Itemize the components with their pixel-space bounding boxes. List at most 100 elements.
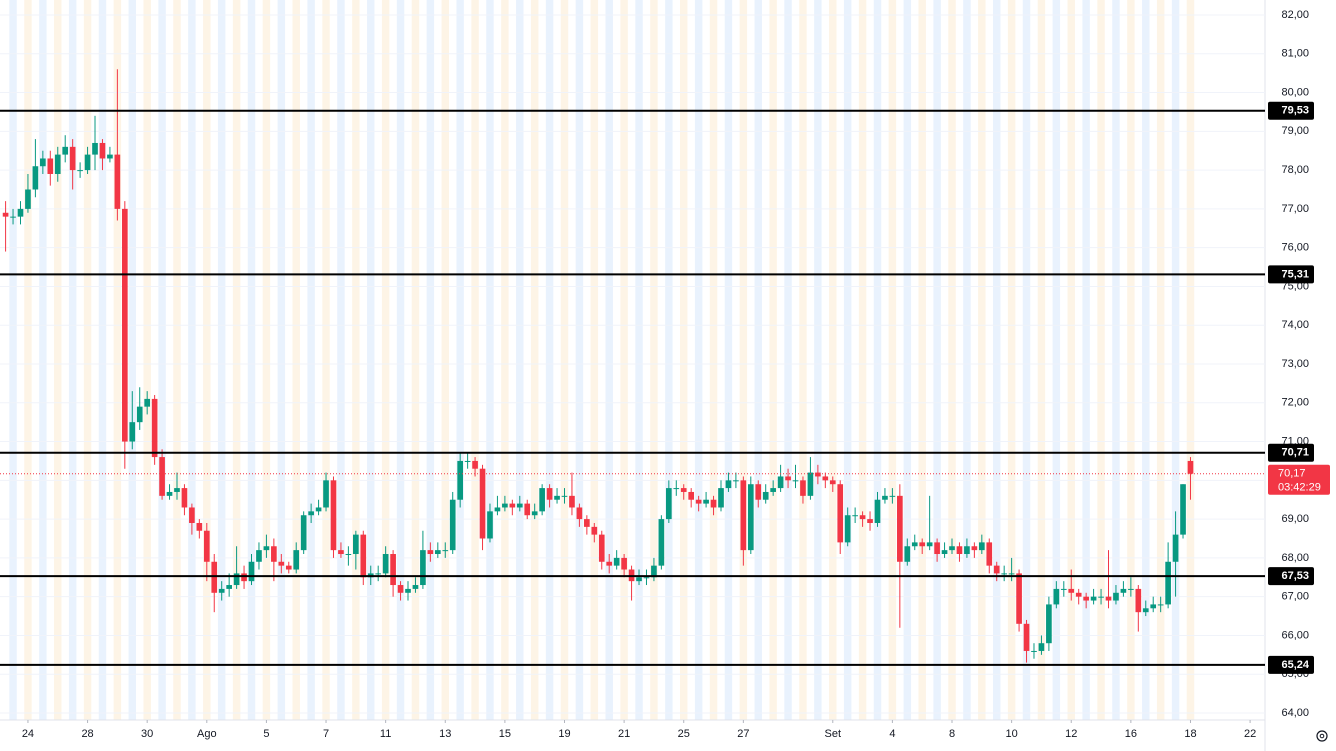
session-stripe: [933, 0, 941, 720]
candle-body: [412, 585, 419, 589]
candle-body: [1157, 604, 1164, 606]
candle-body: [1105, 596, 1112, 601]
candle-body: [203, 530, 210, 562]
candle-body: [181, 488, 188, 508]
candle-body: [323, 480, 329, 508]
y-tick-label: 79,00: [1281, 125, 1309, 137]
y-tick-label: 66,00: [1281, 629, 1309, 641]
session-stripe: [829, 0, 837, 720]
session-stripe: [68, 0, 77, 720]
level-label-box: [1268, 567, 1314, 586]
candle-body: [733, 480, 739, 482]
candle-body: [591, 526, 598, 535]
session-stripe: [128, 0, 137, 720]
session-stripe: [709, 0, 718, 720]
y-tick-label: 78,00: [1281, 164, 1309, 176]
candle-body: [136, 406, 143, 423]
session-stripe: [232, 0, 241, 720]
session-stripe: [948, 0, 956, 720]
session-stripe: [9, 0, 17, 720]
candle-body: [151, 398, 158, 458]
candle-body: [904, 546, 911, 562]
candle-body: [1016, 573, 1022, 624]
candle-body: [546, 488, 553, 500]
y-tick-label: 81,00: [1281, 48, 1309, 60]
candle-body: [271, 546, 277, 562]
candle-body: [1128, 588, 1134, 590]
session-stripe: [203, 0, 211, 720]
candle-body: [449, 499, 456, 551]
level-label: 70,71: [1281, 447, 1309, 459]
settings-gear[interactable]: [1316, 730, 1328, 742]
session-stripe: [456, 0, 464, 720]
session-stripe: [173, 0, 181, 720]
candle-body: [1172, 534, 1179, 562]
candle-body: [330, 480, 337, 551]
candle-body: [971, 546, 978, 551]
candle-body: [986, 542, 993, 566]
candle-body: [189, 507, 195, 523]
candle-body: [919, 542, 926, 547]
session-stripe: [501, 0, 509, 720]
x-tick-label: 13: [439, 728, 451, 740]
candle-body: [822, 476, 829, 481]
session-stripe: [367, 0, 375, 720]
candle-body: [77, 170, 83, 172]
candle-body: [569, 495, 575, 508]
candle-body: [25, 189, 31, 209]
candle-body: [815, 472, 821, 477]
candle-body: [472, 460, 478, 469]
session-stripe: [24, 0, 32, 720]
candle-body: [710, 499, 717, 508]
candle-body: [785, 476, 791, 481]
session-stripe: [605, 0, 613, 720]
candle-body: [636, 577, 642, 582]
settings-icon[interactable]: [1316, 730, 1328, 742]
candle-body: [1180, 484, 1186, 535]
x-tick-label: 10: [1006, 728, 1018, 740]
candle-body: [1060, 588, 1067, 590]
session-stripe: [843, 0, 852, 720]
x-tick-label: 7: [323, 728, 329, 740]
session-stripe: [1127, 0, 1135, 720]
level-label: 65,24: [1281, 659, 1309, 671]
session-stripe: [799, 0, 807, 720]
session-stripe: [963, 0, 971, 720]
session-stripe: [1156, 0, 1165, 720]
candle-body: [285, 565, 292, 570]
candle-body: [665, 488, 672, 520]
candle-body: [293, 550, 300, 570]
candle-body: [263, 546, 270, 551]
x-tick-label: 25: [678, 728, 690, 740]
candle-body: [621, 557, 627, 570]
candle-body: [353, 534, 359, 555]
candle-body: [643, 577, 650, 579]
candle-body: [598, 534, 605, 562]
candle-body: [837, 484, 844, 543]
x-tick-label: 15: [499, 728, 511, 740]
session-stripe: [307, 0, 315, 720]
x-tick-label: 16: [1125, 728, 1137, 740]
candle-body: [680, 488, 687, 492]
x-tick-label: 11: [380, 728, 391, 740]
candle-body: [256, 550, 262, 562]
x-tick-label: 22: [1244, 728, 1256, 740]
session-stripe: [337, 0, 345, 720]
session-stripe: [665, 0, 673, 720]
session-stripe: [516, 0, 524, 720]
candle-body: [688, 491, 695, 500]
session-stripe: [530, 0, 539, 720]
session-stripe: [1097, 0, 1105, 720]
candle-body: [1008, 573, 1015, 575]
candle-body: [554, 495, 560, 500]
candle-body: [703, 499, 709, 504]
candle-body: [941, 550, 948, 555]
session-stripe: [411, 0, 420, 720]
candle-body: [62, 146, 69, 155]
y-tick-label: 76,00: [1281, 242, 1309, 254]
session-stripe: [381, 0, 390, 720]
candle-body: [509, 503, 516, 508]
candle-body: [144, 398, 151, 407]
session-stripe: [54, 0, 62, 720]
candle-body: [1038, 643, 1045, 651]
